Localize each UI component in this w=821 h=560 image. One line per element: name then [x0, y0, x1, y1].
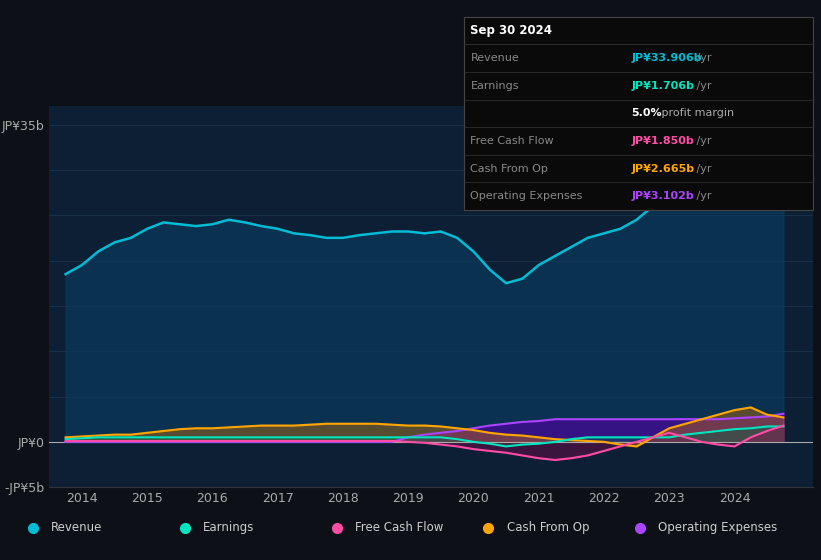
Text: /yr: /yr — [693, 164, 712, 174]
Text: Revenue: Revenue — [51, 521, 103, 534]
Text: Operating Expenses: Operating Expenses — [470, 191, 583, 201]
Text: profit margin: profit margin — [658, 109, 735, 118]
Text: JP¥1.850b: JP¥1.850b — [631, 136, 694, 146]
Text: JP¥3.102b: JP¥3.102b — [631, 191, 694, 201]
Text: Cash From Op: Cash From Op — [470, 164, 548, 174]
Text: /yr: /yr — [693, 81, 712, 91]
Text: /yr: /yr — [693, 136, 712, 146]
Text: JP¥2.665b: JP¥2.665b — [631, 164, 695, 174]
Text: /yr: /yr — [693, 191, 712, 201]
Text: /yr: /yr — [693, 53, 712, 63]
Text: Sep 30 2024: Sep 30 2024 — [470, 24, 553, 37]
Text: 5.0%: 5.0% — [631, 109, 662, 118]
Text: JP¥1.706b: JP¥1.706b — [631, 81, 695, 91]
Text: Cash From Op: Cash From Op — [507, 521, 589, 534]
Text: Earnings: Earnings — [203, 521, 255, 534]
Text: Operating Expenses: Operating Expenses — [658, 521, 777, 534]
Text: Earnings: Earnings — [470, 81, 519, 91]
Text: Revenue: Revenue — [470, 53, 519, 63]
Text: Free Cash Flow: Free Cash Flow — [470, 136, 554, 146]
Text: Free Cash Flow: Free Cash Flow — [355, 521, 443, 534]
Text: JP¥33.906b: JP¥33.906b — [631, 53, 702, 63]
